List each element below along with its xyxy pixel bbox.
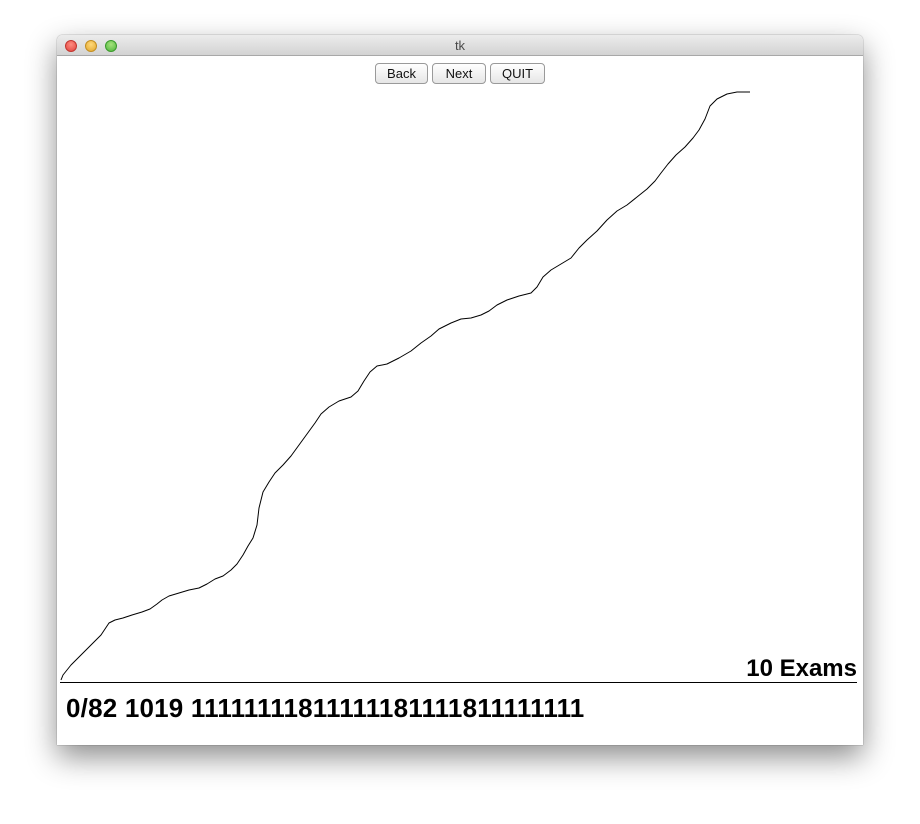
app-window: tk Back Next QUIT 10 Exams 0/82 1019 111… [57, 35, 863, 745]
quit-button[interactable]: QUIT [490, 63, 545, 84]
zoom-window-button[interactable] [105, 40, 117, 52]
title-bar[interactable]: tk [57, 35, 863, 56]
minimize-window-button[interactable] [85, 40, 97, 52]
close-window-button[interactable] [65, 40, 77, 52]
exam-count-label: 10 Exams [746, 655, 857, 682]
baseline-divider [60, 682, 857, 683]
window-title: tk [454, 38, 466, 53]
next-button[interactable]: Next [432, 63, 486, 84]
back-button[interactable]: Back [375, 63, 428, 84]
plot-canvas [60, 91, 750, 681]
status-text: 0/82 1019 11111111811111181111811111111 [66, 693, 585, 723]
cumulative-curve [60, 91, 750, 681]
